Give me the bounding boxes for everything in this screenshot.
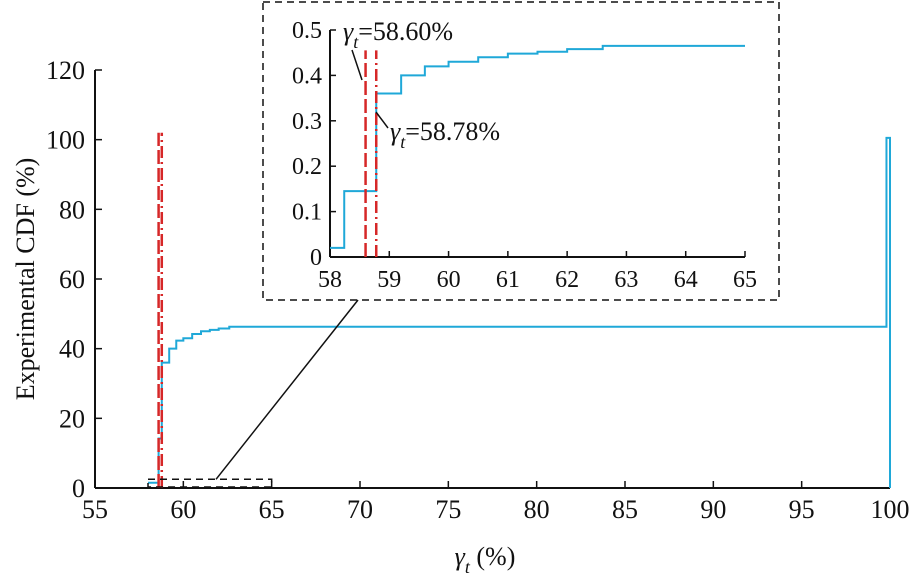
inset-cdf-line	[330, 44, 745, 249]
main-y-tick-label: 20	[59, 404, 85, 433]
main-x-tick-label: 90	[700, 495, 726, 524]
main-threshold-lines	[157, 132, 164, 488]
inset-x-tick-label: 63	[614, 267, 638, 293]
main-x-tick-label: 85	[612, 495, 638, 524]
threshold-annotation-1: γt=58.60%	[343, 17, 453, 52]
inset-x-tick-label: 65	[733, 267, 757, 293]
main-y-tick-label: 40	[59, 335, 85, 364]
main-y-ticks: 0 20 40 60 80 100 120	[46, 56, 102, 503]
main-x-tick-label: 80	[524, 495, 550, 524]
inset-threshold-lines	[364, 50, 378, 257]
main-y-tick-label: 0	[72, 474, 85, 503]
inset-x-tick-label: 58	[318, 267, 342, 293]
x-axis-label: γt (%)	[455, 542, 516, 577]
inset-x-tick-label: 62	[555, 267, 579, 293]
zoom-region-box	[147, 478, 273, 488]
inset-y-tick-label: 0.3	[292, 109, 322, 135]
main-x-tick-label: 100	[871, 495, 910, 524]
main-x-tick-label: 55	[82, 495, 108, 524]
main-x-tick-label: 70	[347, 495, 373, 524]
main-x-tick-label: 60	[170, 495, 196, 524]
inset-y-tick-label: 0.2	[292, 154, 322, 180]
main-x-tick-label: 65	[259, 495, 285, 524]
main-x-tick-label: 75	[435, 495, 461, 524]
annotation-1-leader	[351, 49, 363, 81]
y-axis-label: Experimental CDF (%)	[11, 158, 40, 401]
main-y-tick-label: 60	[59, 265, 85, 294]
inset-y-tick-label: 0.4	[292, 63, 322, 89]
main-x-tick-label: 95	[789, 495, 815, 524]
inset-y-tick-label: 0.1	[292, 200, 322, 226]
inset-x-tick-label: 61	[496, 267, 520, 293]
threshold-annotation-2: γt=58.78%	[390, 117, 500, 152]
main-y-tick-label: 100	[46, 126, 85, 155]
zoom-connector-line	[215, 299, 359, 480]
inset-x-tick-label: 60	[437, 267, 461, 293]
inset-x-ticks: 58 59 60 61 62 63 64 65	[318, 251, 757, 293]
inset-y-tick-label: 0.5	[292, 18, 322, 44]
main-x-ticks: 55 60 65 70 75 80 85 90 95 100	[82, 481, 910, 524]
inset-frame	[262, 1, 780, 301]
annotation-2-leader	[375, 111, 389, 129]
inset-y-tick-label: 0	[310, 245, 322, 271]
inset-y-ticks: 0 0.1 0.2 0.3 0.4 0.5	[292, 18, 336, 271]
inset-x-tick-label: 59	[377, 267, 401, 293]
inset-x-tick-label: 64	[674, 267, 698, 293]
inset-axes	[329, 30, 745, 258]
main-cdf-line	[148, 136, 891, 488]
main-y-tick-label: 80	[59, 195, 85, 224]
main-y-tick-label: 120	[46, 56, 85, 85]
